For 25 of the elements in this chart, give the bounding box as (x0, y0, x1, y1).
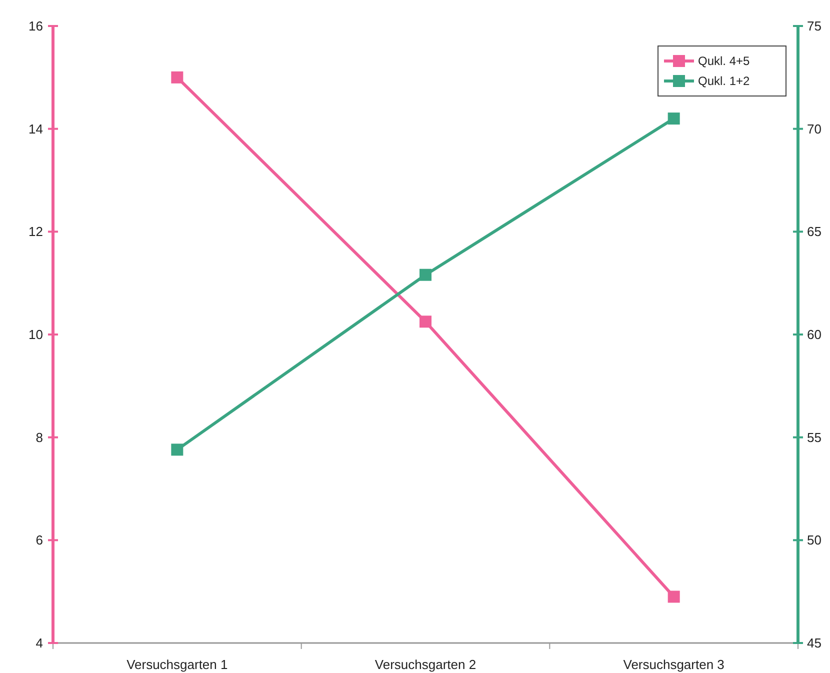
point (420, 268, 432, 281)
y-tick-label: 4 (36, 636, 43, 651)
y2-tick-label: 50 (807, 532, 822, 548)
y2-tick-label: 60 (807, 327, 822, 342)
x-tick-label: Versuchsgarten 1 (126, 657, 228, 672)
x-tick-label: Versuchsgarten 3 (623, 657, 724, 672)
point (420, 316, 432, 328)
point (171, 444, 184, 456)
y-tick-label: 16 (28, 18, 43, 34)
y2-tick-label: 45 (807, 636, 822, 651)
y-tick-label: 6 (36, 532, 43, 548)
y-tick-label: 14 (28, 121, 43, 136)
legend-label: Qukl. 4+5 (698, 54, 750, 68)
legend-label: Qukl. 1+2 (698, 74, 750, 88)
point (668, 112, 680, 125)
point (171, 71, 184, 84)
y-tick-label: 12 (28, 224, 43, 240)
y-tick-label: 8 (36, 430, 43, 445)
y2-tick-label: 65 (807, 224, 822, 240)
y2-tick-label: 75 (807, 18, 822, 34)
x-tick-label: Versuchsgarten 2 (374, 657, 476, 672)
y-tick-label: 10 (28, 327, 43, 342)
y2-tick-label: 55 (807, 430, 822, 445)
y2-tick-label: 70 (807, 121, 822, 136)
point (668, 590, 680, 603)
